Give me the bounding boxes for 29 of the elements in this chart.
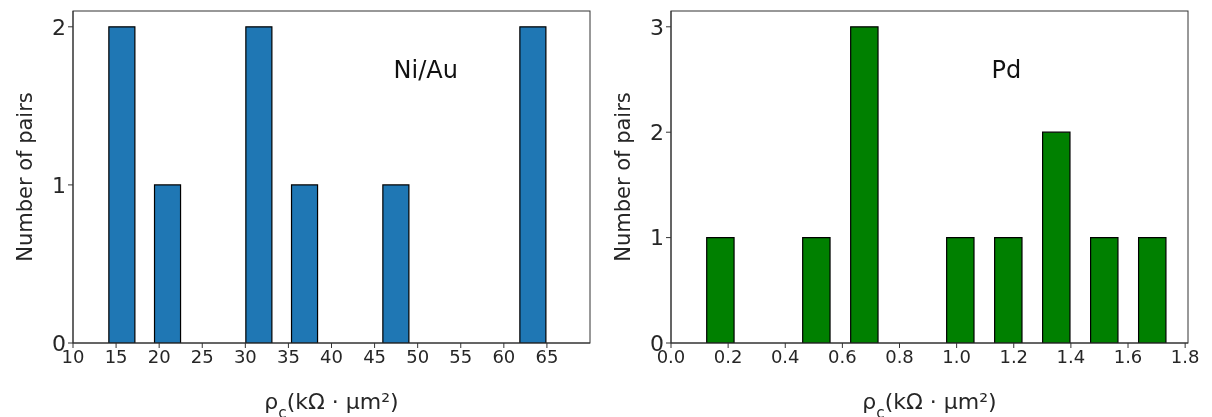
x-tick-label: 1.0 <box>942 345 971 367</box>
y-tick-label: 2 <box>52 14 66 40</box>
x-tick-label: 0.8 <box>885 345 914 367</box>
x-tick-label: 0.6 <box>828 345 857 367</box>
y-axis-title: Number of pairs <box>13 92 37 262</box>
x-tick-label: 25 <box>190 345 214 367</box>
x-tick-label: 1.4 <box>1056 345 1086 367</box>
x-tick-label: 30 <box>233 345 257 367</box>
y-tick-label: 2 <box>650 120 664 146</box>
x-tick-label: 1.8 <box>1170 345 1200 367</box>
x-tick-label: 35 <box>276 345 300 367</box>
x-tick-label: 55 <box>449 345 473 367</box>
x-tick-label: 1.6 <box>1113 345 1143 367</box>
x-tick-label: 0.4 <box>770 345 800 367</box>
x-tick-label: 45 <box>363 345 387 367</box>
x-tick-label: 40 <box>320 345 343 367</box>
y-axis-title: Number of pairs <box>611 92 635 262</box>
x-tick-label: 50 <box>406 345 430 367</box>
annotation: Ni/Au <box>393 56 458 84</box>
x-tick-label: 60 <box>492 345 516 367</box>
x-tick-label: 0.2 <box>713 345 743 367</box>
y-tick-label: 1 <box>650 225 664 251</box>
x-tick-label: 20 <box>147 345 171 367</box>
x-tick-label: 15 <box>104 345 128 367</box>
y-tick-label: 3 <box>650 14 664 40</box>
annotation: Pd <box>991 56 1022 84</box>
y-tick-label: 1 <box>52 172 66 198</box>
x-tick-label: 1.2 <box>999 345 1029 367</box>
x-tick-label: 65 <box>535 345 559 367</box>
